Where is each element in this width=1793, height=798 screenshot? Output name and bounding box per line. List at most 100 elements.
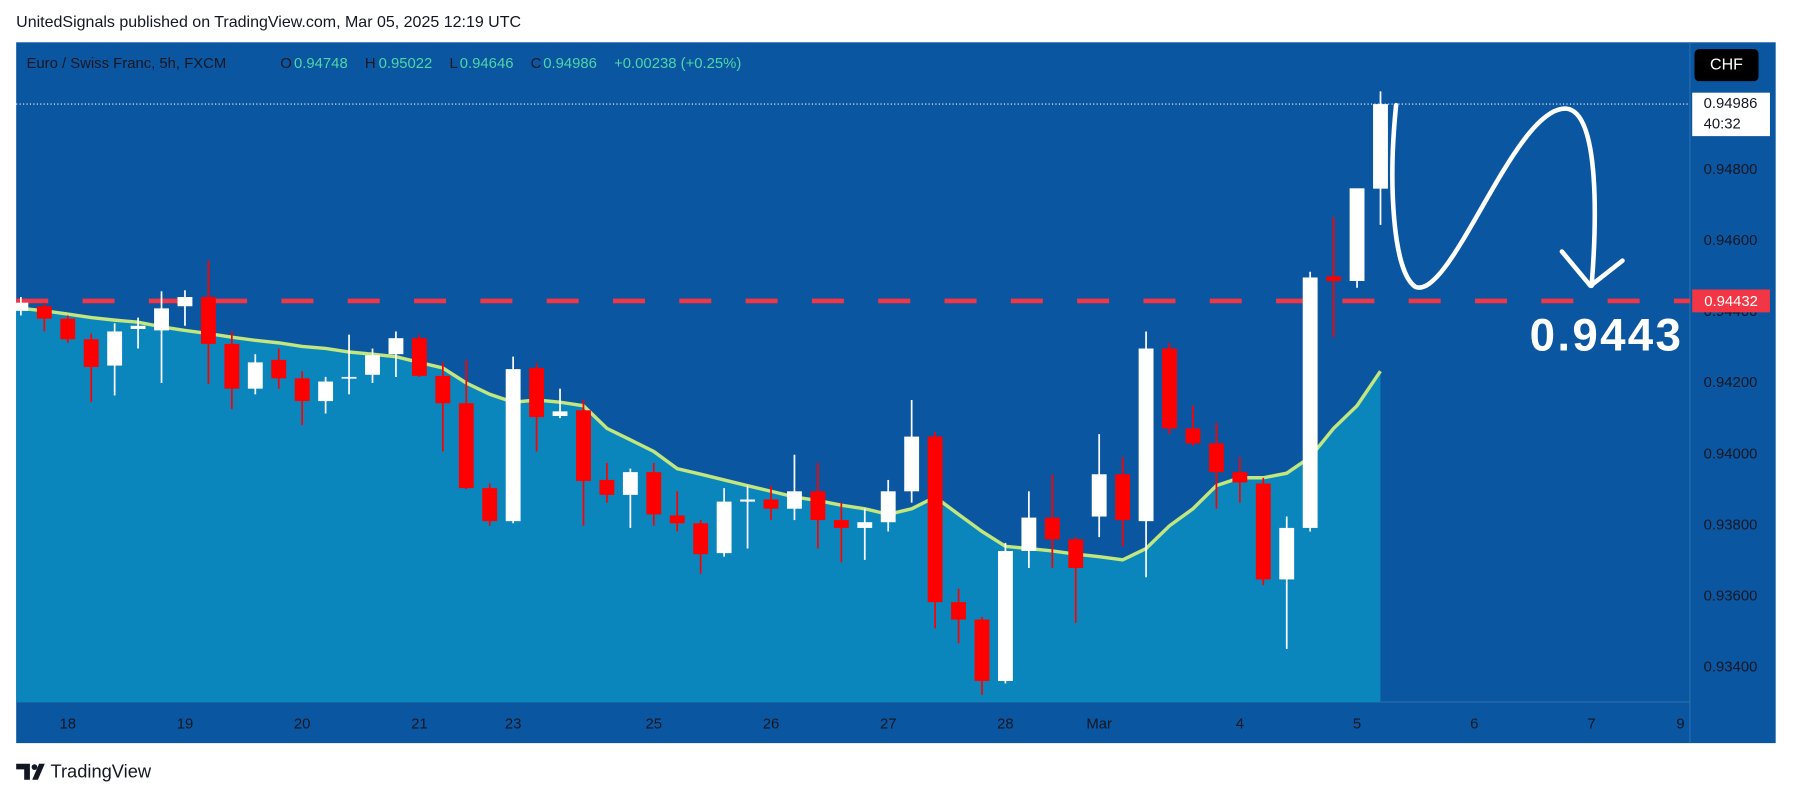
candle-body [1279, 527, 1295, 580]
x-tick-label: 25 [646, 717, 663, 733]
x-tick-label: 26 [763, 717, 780, 733]
level-price-label: 0.94432 [1704, 294, 1758, 310]
candle-body [552, 411, 568, 417]
open-label: O [280, 56, 292, 72]
candle-body [294, 378, 310, 402]
candle-body [833, 520, 849, 528]
x-tick-label: 18 [59, 717, 76, 733]
candle-body [740, 499, 755, 502]
last-price-box [1692, 92, 1770, 137]
low-value: 0.94646 [460, 56, 514, 72]
x-tick-label: 19 [177, 717, 194, 733]
candle-body [60, 318, 76, 340]
candle-body [1044, 517, 1060, 540]
candle-body [1068, 539, 1084, 569]
high-label: H [365, 56, 376, 72]
candle-body [36, 306, 52, 319]
candle-body [341, 376, 357, 379]
candle-body [997, 550, 1013, 682]
candle-body [1255, 483, 1271, 580]
candle-body [1302, 277, 1318, 528]
x-tick-label: 23 [505, 717, 522, 733]
x-tick-label: 9 [1676, 717, 1684, 733]
candle-body [271, 359, 287, 379]
candle-body [318, 381, 334, 402]
currency-label[interactable]: CHF [1710, 56, 1743, 73]
candle-body [247, 362, 263, 389]
x-tick-label: 21 [411, 717, 428, 733]
candle-body [880, 491, 896, 523]
candle-body [693, 523, 709, 555]
candle-body [1138, 348, 1154, 522]
candle-body [716, 501, 732, 554]
annotation: 0.9443 [1530, 309, 1684, 360]
candle-body [1349, 188, 1365, 282]
symbol-legend: Euro / Swiss Franc, 5h, FXCM O 0.94748 H… [26, 56, 741, 72]
x-tick-label: 6 [1470, 717, 1478, 733]
y-tick-label: 0.94800 [1704, 162, 1758, 178]
change-value: +0.00238 (+0.25%) [614, 56, 741, 72]
y-tick-label: 0.93800 [1704, 517, 1758, 533]
close-value: 0.94986 [543, 56, 597, 72]
candle-body [154, 308, 169, 331]
candle-body [388, 338, 404, 355]
candle-body [810, 491, 826, 521]
candle-body [13, 302, 29, 311]
publish-header: UnitedSignals published on TradingView.c… [16, 14, 521, 31]
x-tick-label: 27 [880, 717, 897, 733]
candle-body [130, 325, 146, 329]
candle-body [1185, 428, 1201, 444]
candle-body [599, 479, 615, 495]
candle-body [787, 491, 802, 509]
ma-area [16, 308, 1381, 702]
x-tick-label: Mar [1086, 717, 1112, 733]
last-price-label: 0.94986 [1704, 96, 1758, 112]
candle-body [435, 375, 451, 404]
candle-body [482, 488, 498, 522]
candle-body [365, 355, 380, 375]
level-price-box [1692, 289, 1770, 313]
candle-body [1373, 104, 1388, 189]
candle-body [927, 436, 943, 603]
x-tick-label: 5 [1353, 717, 1361, 733]
logo-dot [31, 764, 38, 770]
candle-body [458, 403, 474, 489]
candle-body [1091, 474, 1107, 517]
y-tick-label: 0.94600 [1704, 233, 1758, 249]
candle-body [411, 338, 427, 376]
arrow-head [1559, 249, 1625, 289]
y-tick-label: 0.94000 [1704, 446, 1758, 462]
candle-body [857, 522, 873, 528]
candle-body [1326, 276, 1342, 282]
ma-line [20, 306, 1382, 562]
brand-logo: TradingView [16, 761, 152, 782]
candle-body [576, 410, 591, 482]
symbol: Euro / Swiss Franc, 5h, FXCM [26, 56, 226, 72]
candle-body [904, 436, 920, 492]
x-tick-label: 28 [997, 717, 1014, 733]
brand-name: TradingView [50, 761, 151, 782]
open-value: 0.94748 [294, 56, 348, 72]
candle-body [505, 369, 521, 522]
candle-body [107, 331, 123, 366]
logo-icon [16, 763, 45, 780]
candle-body [1208, 443, 1224, 473]
candle-body [1232, 472, 1248, 483]
x-tick-label: 20 [294, 717, 311, 733]
candle-body [669, 515, 685, 524]
plot [13, 91, 1690, 702]
candle-body [529, 368, 545, 418]
arrow-drawing [1390, 102, 1625, 290]
candle-body [951, 602, 966, 620]
y-tick-label: 0.94200 [1704, 375, 1758, 391]
candle-body [1021, 517, 1037, 551]
candle-body [83, 339, 99, 367]
currency-button[interactable] [1694, 49, 1759, 82]
countdown-label: 40:32 [1704, 117, 1741, 133]
candle-body [224, 343, 240, 389]
x-tick-label: 7 [1587, 717, 1595, 733]
y-tick-label: 0.93400 [1704, 659, 1758, 675]
x-tick-label: 4 [1236, 717, 1244, 733]
low-label: L [449, 56, 457, 72]
